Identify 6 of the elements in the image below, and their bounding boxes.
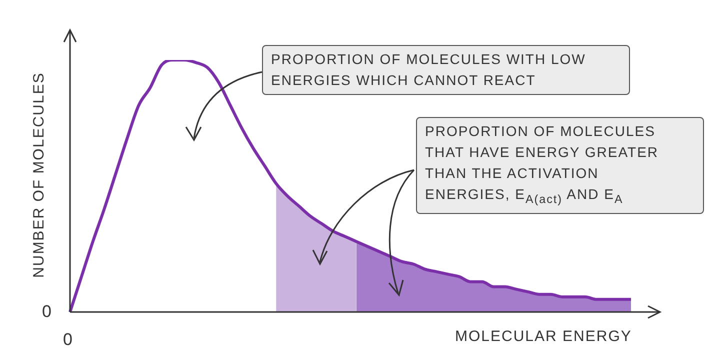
y-axis-title: NUMBER OF MOLECULES <box>30 72 48 278</box>
callout-box: PROPORTION OF MOLECULES THAT HAVE ENERGY GREATER THAN THE ACTIVATION ENERGIES, E$_{A(act)}$ AND E$_{A}$ <box>416 117 704 214</box>
text: 0 <box>42 302 52 322</box>
callout-box: PROPORTION OF MOLECULES WITH LOW ENERGIES WHICH CANNOT REACT <box>262 45 630 95</box>
text: 0 <box>63 330 74 350</box>
x-axis-title: MOLECULAR ENERGY <box>455 328 632 345</box>
